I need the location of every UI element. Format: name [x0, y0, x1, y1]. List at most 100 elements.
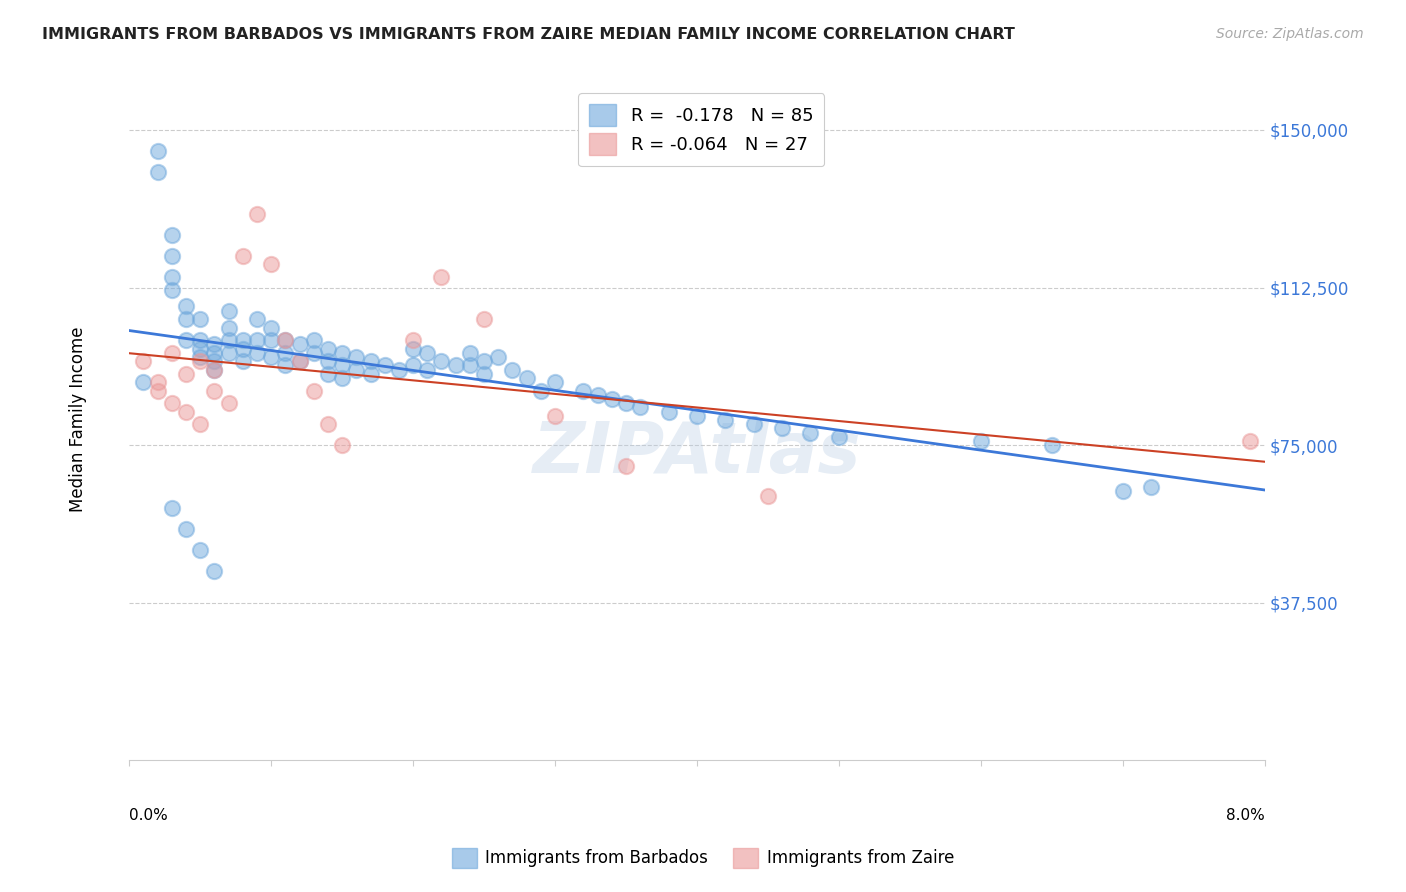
Point	[174, 367, 197, 381]
Point	[799, 425, 821, 440]
Point	[232, 333, 254, 347]
Point	[614, 459, 637, 474]
Point	[1140, 480, 1163, 494]
Point	[344, 350, 367, 364]
Point	[430, 270, 453, 285]
Point	[204, 337, 226, 351]
Point	[204, 384, 226, 398]
Point	[218, 345, 240, 359]
Point	[204, 362, 226, 376]
Point	[600, 392, 623, 406]
Point	[218, 333, 240, 347]
Point	[188, 333, 211, 347]
Point	[246, 207, 269, 221]
Point	[330, 359, 353, 373]
Point	[260, 320, 283, 334]
Point	[274, 345, 297, 359]
Point	[218, 396, 240, 410]
Point	[160, 345, 183, 359]
Point	[1239, 434, 1261, 448]
Point	[174, 522, 197, 536]
Point	[756, 489, 779, 503]
Point	[160, 228, 183, 243]
Point	[218, 320, 240, 334]
Point	[686, 409, 709, 423]
Point	[246, 345, 269, 359]
Point	[274, 333, 297, 347]
Point	[288, 337, 311, 351]
Point	[472, 367, 495, 381]
Point	[544, 375, 567, 389]
Point	[770, 421, 793, 435]
Point	[146, 375, 169, 389]
Point	[330, 345, 353, 359]
Text: Median Family Income: Median Family Income	[69, 326, 87, 512]
Point	[146, 384, 169, 398]
Point	[160, 249, 183, 263]
Point	[516, 371, 538, 385]
Point	[628, 401, 651, 415]
Point	[316, 354, 339, 368]
Point	[657, 404, 679, 418]
Point	[458, 345, 481, 359]
Point	[544, 409, 567, 423]
Point	[472, 312, 495, 326]
Legend: R =  -0.178   N = 85, R = -0.064   N = 27: R = -0.178 N = 85, R = -0.064 N = 27	[578, 94, 824, 166]
Legend: Immigrants from Barbados, Immigrants from Zaire: Immigrants from Barbados, Immigrants fro…	[446, 841, 960, 875]
Point	[132, 354, 155, 368]
Point	[188, 350, 211, 364]
Point	[402, 359, 425, 373]
Point	[970, 434, 993, 448]
Point	[486, 350, 509, 364]
Point	[260, 257, 283, 271]
Point	[146, 144, 169, 158]
Point	[218, 303, 240, 318]
Point	[530, 384, 553, 398]
Point	[316, 417, 339, 432]
Point	[232, 354, 254, 368]
Point	[274, 333, 297, 347]
Point	[188, 342, 211, 356]
Point	[614, 396, 637, 410]
Point	[742, 417, 765, 432]
Point	[360, 354, 382, 368]
Point	[160, 270, 183, 285]
Point	[160, 501, 183, 516]
Point	[1111, 484, 1133, 499]
Point	[402, 342, 425, 356]
Point	[714, 413, 737, 427]
Point	[160, 396, 183, 410]
Text: IMMIGRANTS FROM BARBADOS VS IMMIGRANTS FROM ZAIRE MEDIAN FAMILY INCOME CORRELATI: IMMIGRANTS FROM BARBADOS VS IMMIGRANTS F…	[42, 27, 1015, 42]
Point	[360, 367, 382, 381]
Point	[302, 333, 325, 347]
Point	[246, 333, 269, 347]
Point	[174, 404, 197, 418]
Point	[572, 384, 595, 398]
Point	[204, 345, 226, 359]
Point	[586, 388, 609, 402]
Point	[188, 543, 211, 558]
Point	[402, 333, 425, 347]
Point	[132, 375, 155, 389]
Text: Source: ZipAtlas.com: Source: ZipAtlas.com	[1216, 27, 1364, 41]
Point	[458, 359, 481, 373]
Point	[232, 249, 254, 263]
Point	[174, 312, 197, 326]
Point	[1040, 438, 1063, 452]
Point	[246, 312, 269, 326]
Point	[188, 354, 211, 368]
Point	[416, 362, 439, 376]
Point	[204, 564, 226, 578]
Point	[174, 300, 197, 314]
Point	[260, 333, 283, 347]
Point	[274, 359, 297, 373]
Point	[288, 354, 311, 368]
Point	[204, 362, 226, 376]
Text: 0.0%: 0.0%	[129, 808, 169, 823]
Point	[374, 359, 396, 373]
Point	[260, 350, 283, 364]
Point	[146, 165, 169, 179]
Point	[302, 345, 325, 359]
Point	[188, 417, 211, 432]
Point	[316, 367, 339, 381]
